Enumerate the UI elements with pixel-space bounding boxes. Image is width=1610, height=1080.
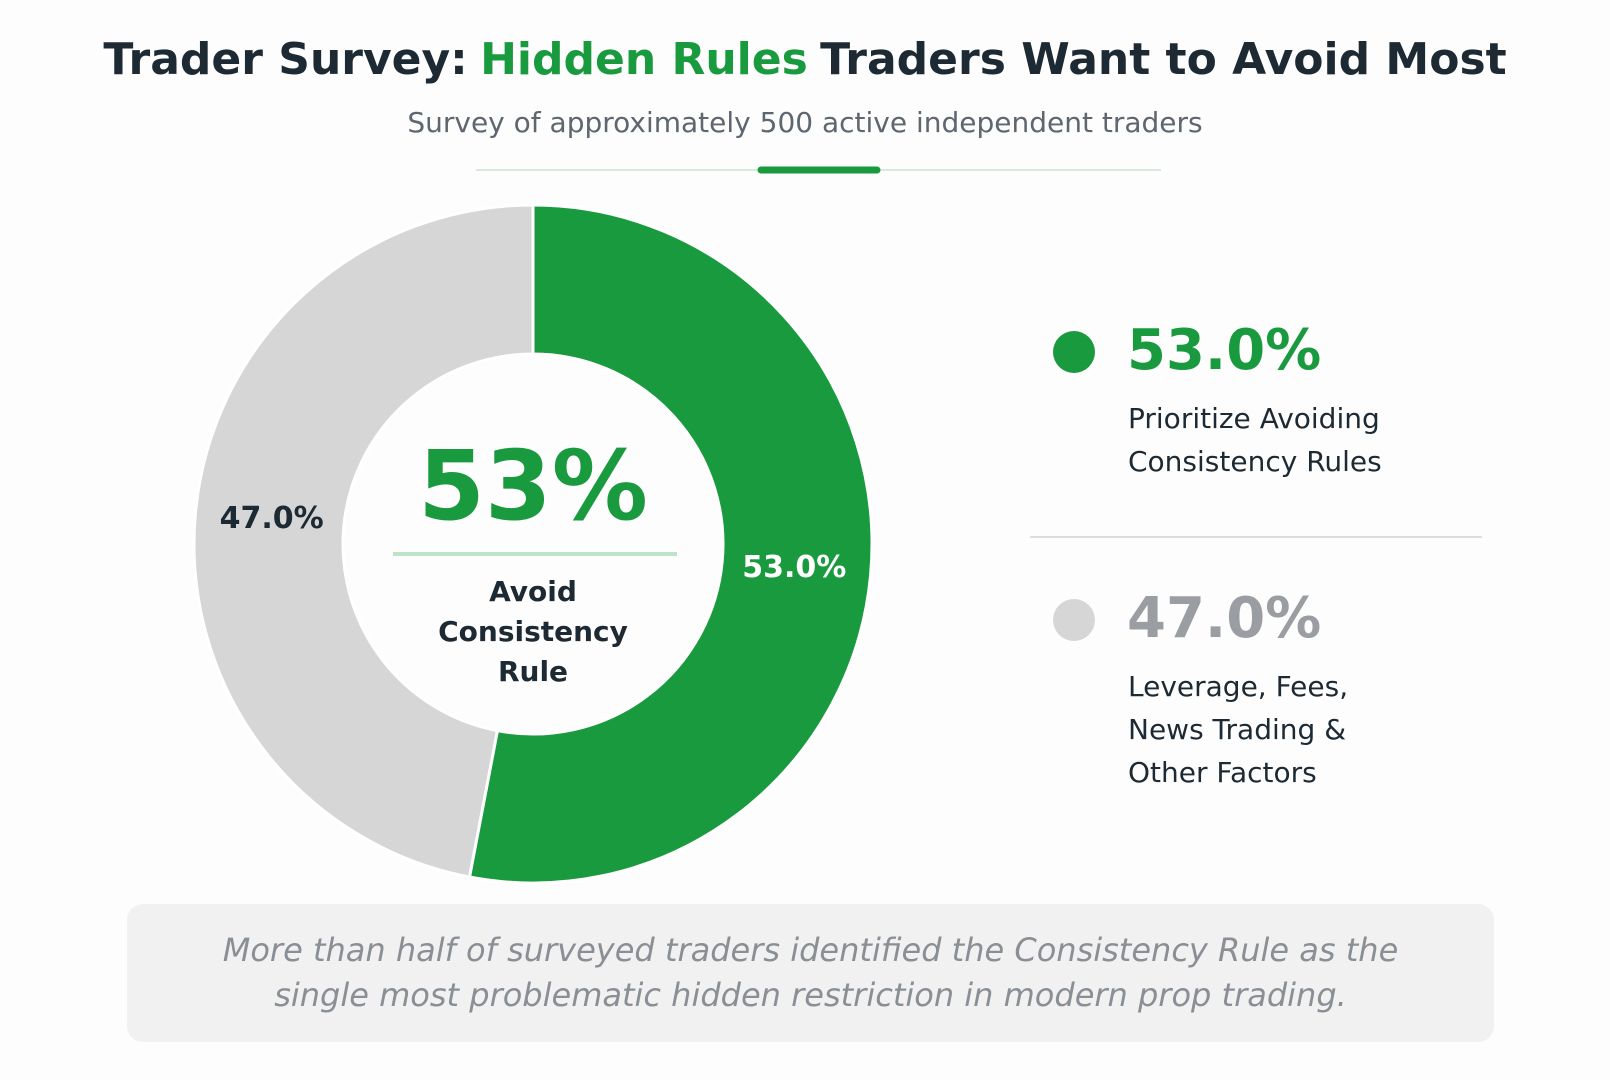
center-caption: Avoid Consistency Rule xyxy=(438,575,628,688)
legend-label: Prioritize Avoiding Consistency Rules xyxy=(1128,402,1382,478)
footnote: More than half of surveyed traders ident… xyxy=(222,931,1399,1014)
title-tail: Traders Want to Avoid Most xyxy=(820,34,1507,85)
footnote-box: More than half of surveyed traders ident… xyxy=(127,904,1494,1042)
legend-dot xyxy=(1053,331,1095,373)
slice-label: 47.0% xyxy=(220,501,324,536)
legend-value: 47.0% xyxy=(1127,586,1322,651)
slice-label: 53.0% xyxy=(742,550,846,585)
legend-dot xyxy=(1053,599,1095,641)
chart-title: Trader Survey: Hidden Rules Traders Want t… xyxy=(0,34,1610,85)
legend-value: 53.0% xyxy=(1127,318,1322,383)
subtitle: Survey of approximately 500 active indep… xyxy=(407,106,1203,139)
legend-label: Leverage, Fees, News Trading & Other Fac… xyxy=(1128,670,1349,789)
title-lead: Trader Survey: xyxy=(103,34,468,85)
center-value: 53% xyxy=(418,430,648,542)
donut-slice xyxy=(467,203,874,885)
title-highlight: Hidden Rules xyxy=(480,34,808,85)
donut-slice xyxy=(192,203,535,879)
